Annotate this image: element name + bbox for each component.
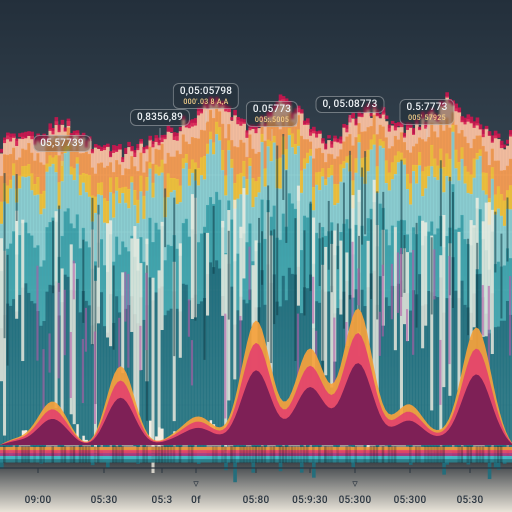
tooltip-sub: 005:.5005 (253, 116, 291, 124)
value-tooltip: 0.05773005:.5005 (246, 101, 298, 127)
value-tooltip: 0.5:7773005' 57925 (399, 99, 454, 125)
value-tooltip: 0,8356,89 (130, 109, 190, 126)
x-tick-label: 0f (191, 495, 201, 506)
x-tick-marker: ▿ (352, 477, 358, 490)
tooltip-main: 0,05:05798 (180, 86, 232, 97)
tooltip-main: 0, 05:08773 (322, 99, 377, 110)
x-tick-label: 05:3 (152, 495, 173, 506)
value-tooltip: 0, 05:08773 (315, 96, 384, 113)
tooltip-main: 0.05773 (253, 104, 291, 115)
x-tick-label: 05:80 (243, 495, 270, 506)
spectral-chart: 05,57739 0,8356,89 0,05:05798000'.03 8 A,A… (0, 0, 512, 512)
x-tick-marker: ▿ (193, 477, 199, 490)
tooltip-sub: 000'.03 8 A,A (180, 98, 232, 106)
x-tick-label: 05:9:30 (292, 495, 328, 506)
tooltip-sub: 005' 57925 (406, 114, 447, 122)
tooltip-main: 0,8356,89 (137, 112, 183, 123)
x-tick-label: 05:300 (339, 495, 372, 506)
x-tick-label: 05:30 (457, 495, 484, 506)
x-tick-label: 09:00 (25, 495, 52, 506)
tooltip-main: 05,57739 (40, 138, 84, 149)
x-tick-label: 05:300 (394, 495, 427, 506)
chart-canvas (0, 0, 512, 512)
x-tick-label: 05:30 (91, 495, 118, 506)
value-tooltip: 0,05:05798000'.03 8 A,A (173, 83, 239, 109)
value-tooltip: 05,57739 (33, 135, 91, 152)
tooltip-main: 0.5:7773 (406, 102, 447, 113)
